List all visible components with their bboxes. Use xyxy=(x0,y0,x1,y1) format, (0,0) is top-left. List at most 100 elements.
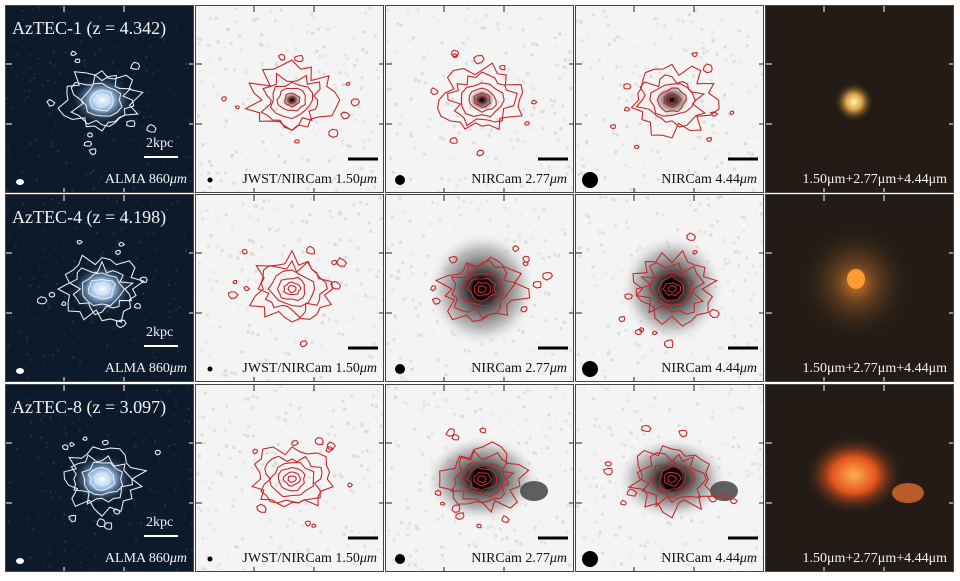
alma-contours-overlay xyxy=(610,51,735,149)
panel-aztec-8-f444: NIRCam 4.44μm xyxy=(575,384,764,572)
band-label: JWST/NIRCam 1.50μm xyxy=(242,172,377,188)
psf-marker xyxy=(582,551,598,567)
band-unit: μm xyxy=(169,551,187,566)
panel-image xyxy=(386,195,573,381)
band-label: ALMA 860μm xyxy=(105,361,187,377)
band-name: 1.50μm+2.77μm+4.44μm xyxy=(802,551,947,566)
panel-image xyxy=(386,385,573,571)
band-name: JWST/NIRCam 1.50 xyxy=(242,551,360,566)
alma-contours-overlay xyxy=(251,436,353,528)
band-name: 1.50μm+2.77μm+4.44μm xyxy=(802,172,947,187)
band-label: NIRCam 4.44μm xyxy=(661,551,757,567)
panel-image xyxy=(386,6,573,192)
alma-contours-overlay xyxy=(227,245,348,348)
psf-marker xyxy=(207,366,213,372)
panel-image xyxy=(576,195,763,381)
galaxy-color xyxy=(834,82,874,122)
panel-image xyxy=(576,385,763,571)
galaxy-color xyxy=(804,435,904,515)
source-title: AzTEC-1 (z = 4.342) xyxy=(12,18,166,39)
panel-aztec-1-rgb: 1.50μm+2.77μm+4.44μm xyxy=(765,5,954,193)
band-label: JWST/NIRCam 1.50μm xyxy=(242,361,377,377)
panel-aztec-4-rgb: 1.50μm+2.77μm+4.44μm xyxy=(765,194,954,382)
band-unit: μm xyxy=(739,551,757,566)
panel-aztec-8-f277: NIRCam 2.77μm xyxy=(385,384,574,572)
band-name: NIRCam 4.44 xyxy=(661,551,740,566)
alma-contours-overlay xyxy=(602,424,738,519)
panel-image xyxy=(6,195,193,381)
band-label: NIRCam 2.77μm xyxy=(471,361,567,377)
redshift-label: (z = 4.198) xyxy=(86,207,167,227)
panel-image xyxy=(6,6,193,192)
panel-aztec-4-f444: NIRCam 4.44μm xyxy=(575,194,764,382)
panel-image xyxy=(196,195,383,381)
psf-marker xyxy=(395,554,405,564)
alma-contours-overlay xyxy=(434,427,530,529)
panel-image xyxy=(766,195,953,381)
band-label: NIRCam 4.44μm xyxy=(661,361,757,377)
band-name: ALMA 860 xyxy=(104,172,170,187)
panel-aztec-8-alma: ALMA 860μm AzTEC-8 (z = 3.097) 2kpc xyxy=(5,384,194,572)
scale-bar-label: 2kpc xyxy=(146,515,174,530)
band-name: JWST/NIRCam 1.50 xyxy=(242,172,360,187)
psf-marker xyxy=(207,556,213,562)
panel-aztec-8-f150: JWST/NIRCam 1.50μm xyxy=(195,384,384,572)
panel-aztec-4-alma: ALMA 860μm AzTEC-4 (z = 4.198) 2kpc xyxy=(5,194,194,382)
band-name: NIRCam 2.77 xyxy=(471,551,550,566)
band-label: ALMA 860μm xyxy=(105,551,187,567)
band-label: NIRCam 4.44μm xyxy=(661,172,757,188)
band-name: ALMA 860 xyxy=(104,361,170,376)
panel-aztec-1-f150: JWST/NIRCam 1.50μm xyxy=(195,5,384,193)
source-title: AzTEC-4 (z = 4.198) xyxy=(12,207,166,228)
band-unit: μm xyxy=(549,551,567,566)
band-name: NIRCam 2.77 xyxy=(471,172,550,187)
band-unit: μm xyxy=(359,172,377,187)
panel-aztec-4-f150: JWST/NIRCam 1.50μm xyxy=(195,194,384,382)
panel-aztec-1-f444: NIRCam 4.44μm xyxy=(575,5,764,193)
band-label: NIRCam 2.77μm xyxy=(471,172,567,188)
band-label: JWST/NIRCam 1.50μm xyxy=(242,551,377,567)
psf-marker xyxy=(395,175,405,185)
psf-marker xyxy=(582,361,598,377)
alma-contours xyxy=(46,50,157,156)
band-label: NIRCam 2.77μm xyxy=(471,551,567,567)
redshift-label: (z = 4.342) xyxy=(86,18,167,38)
panel-aztec-4-f277: NIRCam 2.77μm xyxy=(385,194,574,382)
band-name: NIRCam 4.44 xyxy=(661,172,740,187)
band-unit: μm xyxy=(549,361,567,376)
band-unit: μm xyxy=(359,361,377,376)
psf-marker xyxy=(582,172,598,188)
dust-emission xyxy=(70,74,134,126)
band-unit: μm xyxy=(359,551,377,566)
band-unit: μm xyxy=(169,172,187,187)
beam-marker xyxy=(16,558,24,564)
panel-image xyxy=(576,6,763,192)
band-name: JWST/NIRCam 1.50 xyxy=(242,361,360,376)
band-name: ALMA 860 xyxy=(104,551,170,566)
band-label: 1.50μm+2.77μm+4.44μm xyxy=(803,172,947,188)
alma-contours xyxy=(37,240,148,329)
beam-marker xyxy=(16,179,24,185)
band-name: 1.50μm+2.77μm+4.44μm xyxy=(802,361,947,376)
beam-marker xyxy=(16,368,24,374)
alma-contours-overlay xyxy=(618,232,720,349)
panel-image xyxy=(6,385,193,571)
scale-bar-label: 2kpc xyxy=(146,325,174,340)
stellar-emission xyxy=(468,88,496,112)
alma-contours xyxy=(61,436,162,530)
band-unit: μm xyxy=(739,172,757,187)
alma-contours-overlay xyxy=(221,53,361,144)
source-name: AzTEC-8 xyxy=(12,397,87,417)
panel-image xyxy=(766,385,953,571)
alma-contours-overlay xyxy=(430,245,554,323)
band-unit: μm xyxy=(169,361,187,376)
panel-image xyxy=(196,6,383,192)
dust-emission xyxy=(70,263,134,315)
band-unit: μm xyxy=(549,172,567,187)
panel-aztec-1-f277: NIRCam 2.77μm xyxy=(385,5,574,193)
psf-marker xyxy=(207,177,213,183)
scale-bar-label: 2kpc xyxy=(146,136,174,151)
band-label: 1.50μm+2.77μm+4.44μm xyxy=(803,551,947,567)
alma-contours-overlay xyxy=(430,49,538,157)
